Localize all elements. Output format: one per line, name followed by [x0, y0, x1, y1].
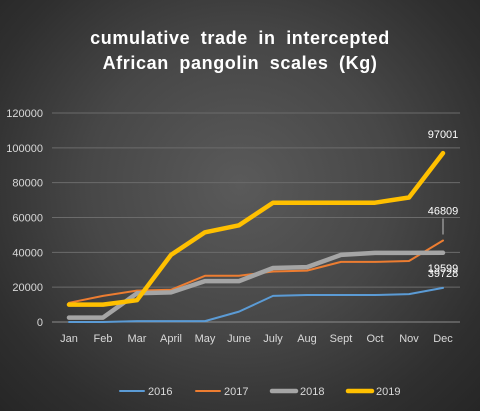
- y-axis-ticks: 0 20000 40000 60000 80000 100000 120000: [6, 108, 43, 329]
- legend-label: 2018: [300, 386, 324, 398]
- x-tick-label: Jan: [60, 333, 78, 345]
- legend-label: 2019: [376, 386, 400, 398]
- x-tick-label: June: [227, 333, 251, 345]
- data-label-2019: 97001: [428, 129, 459, 141]
- x-tick-label: Sept: [330, 333, 353, 345]
- legend: 2016 2017 2018 2019: [119, 386, 400, 398]
- y-tick-label: 100000: [6, 143, 43, 155]
- y-tick-label: 60000: [12, 213, 43, 225]
- series-line-2016: [68, 286, 444, 323]
- series-lines: [66, 150, 446, 323]
- y-tick-label: 20000: [12, 282, 43, 294]
- series-line-2019: [66, 150, 446, 307]
- x-tick-label: Feb: [94, 333, 113, 345]
- chart-title-line-2: African pangolin scales (Kg): [102, 53, 378, 73]
- data-label-2017: 46809: [428, 205, 459, 217]
- series-line-2017: [68, 239, 444, 304]
- legend-label: 2016: [148, 386, 172, 398]
- chart-title: cumulative trade in intercepted African …: [0, 26, 480, 76]
- legend-item-2019: 2019: [345, 386, 400, 398]
- x-tick-label: May: [195, 333, 216, 345]
- x-tick-label: July: [263, 333, 283, 345]
- y-tick-label: 120000: [6, 108, 43, 120]
- data-label-2016: 19599: [428, 263, 459, 275]
- legend-item-2016: 2016: [119, 386, 172, 398]
- y-tick-label: 80000: [12, 178, 43, 190]
- legend-item-2017: 2017: [195, 386, 248, 398]
- y-tick-label: 0: [37, 317, 43, 329]
- chart-title-line-1: cumulative trade in intercepted: [90, 28, 390, 48]
- data-label-2018: 39728: [428, 268, 459, 280]
- series-line-2018: [66, 250, 446, 320]
- x-tick-label: Aug: [297, 333, 317, 345]
- x-tick-label: Dec: [433, 333, 453, 345]
- x-tick-label: Mar: [128, 333, 147, 345]
- legend-item-2018: 2018: [269, 386, 324, 398]
- y-tick-label: 40000: [12, 247, 43, 259]
- x-tick-label: Oct: [366, 333, 383, 345]
- x-tick-label: April: [160, 333, 182, 345]
- data-labels: 19599 46809 39728 97001: [428, 129, 459, 280]
- legend-label: 2017: [224, 386, 248, 398]
- x-axis-ticks: Jan Feb Mar April May June July Aug Sept Oct Nov De…: [60, 333, 453, 345]
- x-tick-label: Nov: [399, 333, 419, 345]
